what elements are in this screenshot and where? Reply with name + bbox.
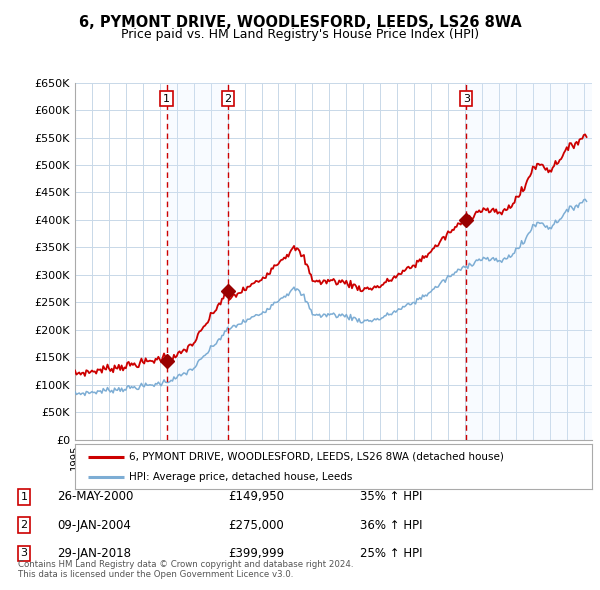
Text: 2: 2 <box>20 520 28 530</box>
Bar <box>167 83 228 440</box>
Text: 36% ↑ HPI: 36% ↑ HPI <box>360 519 422 532</box>
Text: 25% ↑ HPI: 25% ↑ HPI <box>360 547 422 560</box>
Bar <box>466 83 592 440</box>
Text: Contains HM Land Registry data © Crown copyright and database right 2024.
This d: Contains HM Land Registry data © Crown c… <box>18 560 353 579</box>
Text: 1: 1 <box>20 492 28 502</box>
Text: HPI: Average price, detached house, Leeds: HPI: Average price, detached house, Leed… <box>130 473 353 483</box>
Text: 26-MAY-2000: 26-MAY-2000 <box>57 490 133 503</box>
Text: 3: 3 <box>20 549 28 558</box>
Text: 09-JAN-2004: 09-JAN-2004 <box>57 519 131 532</box>
Text: 6, PYMONT DRIVE, WOODLESFORD, LEEDS, LS26 8WA: 6, PYMONT DRIVE, WOODLESFORD, LEEDS, LS2… <box>79 15 521 30</box>
Text: £275,000: £275,000 <box>228 519 284 532</box>
Text: 29-JAN-2018: 29-JAN-2018 <box>57 547 131 560</box>
Text: 35% ↑ HPI: 35% ↑ HPI <box>360 490 422 503</box>
Text: £399,999: £399,999 <box>228 547 284 560</box>
Text: Price paid vs. HM Land Registry's House Price Index (HPI): Price paid vs. HM Land Registry's House … <box>121 28 479 41</box>
Text: 1: 1 <box>163 94 170 104</box>
Text: 3: 3 <box>463 94 470 104</box>
Text: £149,950: £149,950 <box>228 490 284 503</box>
Text: 6, PYMONT DRIVE, WOODLESFORD, LEEDS, LS26 8WA (detached house): 6, PYMONT DRIVE, WOODLESFORD, LEEDS, LS2… <box>130 452 504 461</box>
Text: 2: 2 <box>224 94 232 104</box>
